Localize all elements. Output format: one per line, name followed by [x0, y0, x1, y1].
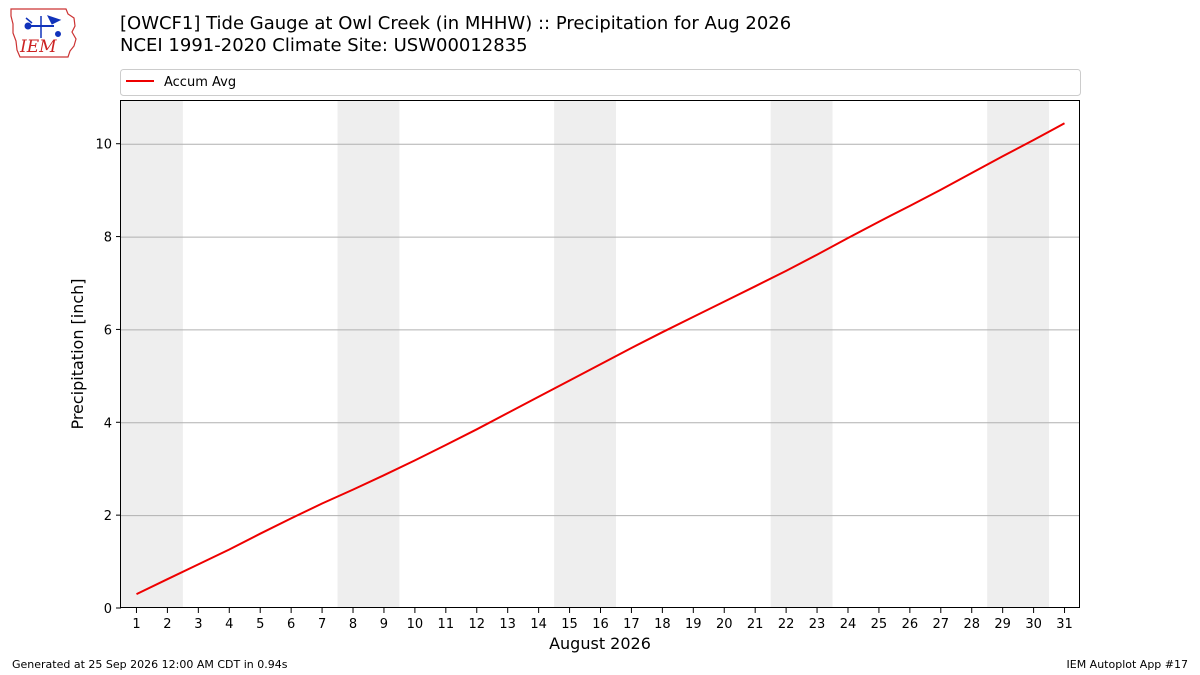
- chart-title: [OWCF1] Tide Gauge at Owl Creek (in MHHW…: [120, 13, 791, 57]
- y-tick-label: 6: [104, 323, 112, 338]
- y-tick-label: 0: [104, 602, 112, 617]
- y-tick-label: 8: [104, 231, 112, 246]
- chart-title-line1: [OWCF1] Tide Gauge at Owl Creek (in MHHW…: [120, 13, 792, 34]
- x-tick-label: 19: [685, 617, 702, 632]
- x-tick-label: 7: [318, 617, 326, 632]
- x-tick-label: 5: [256, 617, 264, 632]
- x-tick-label: 29: [994, 617, 1011, 632]
- logo-text: IEM: [19, 37, 57, 57]
- x-tick-label: 4: [225, 617, 233, 632]
- iem-logo: IEM: [10, 8, 77, 58]
- weekend-band-4: [770, 101, 833, 608]
- iowa-outline-icon: [10, 8, 77, 58]
- y-tick-label: 2: [104, 509, 112, 524]
- x-tick-label: 26: [902, 617, 919, 632]
- x-tick-label: 9: [380, 617, 388, 632]
- app-credit: IEM Autoplot App #17: [1066, 658, 1189, 671]
- x-tick-label: 13: [499, 617, 516, 632]
- y-tick-label: 4: [104, 416, 112, 431]
- y-tick-label: 10: [95, 138, 112, 153]
- weather-station-icon: [24, 15, 62, 38]
- x-tick-label: 15: [561, 617, 578, 632]
- x-tick-label: 2: [163, 617, 171, 632]
- plot-frame: [120, 100, 1080, 608]
- x-tick-label: 30: [1025, 617, 1042, 632]
- weekend-band-5: [987, 101, 1050, 608]
- weekend-band-1: [121, 101, 183, 608]
- legend: Accum Avg: [120, 69, 1081, 96]
- x-tick-label: 12: [468, 617, 485, 632]
- x-tick-label: 10: [407, 617, 424, 632]
- x-tick-label: 14: [530, 617, 547, 632]
- x-tick-label: 1: [132, 617, 140, 632]
- x-axis-label: August 2026: [549, 634, 651, 653]
- x-tick-label: 6: [287, 617, 295, 632]
- series-line-accum-avg: [136, 122, 1065, 596]
- x-tick-label: 31: [1056, 617, 1073, 632]
- y-axis-label: Precipitation [inch]: [68, 278, 87, 429]
- generated-timestamp: Generated at 25 Sep 2026 12:00 AM CDT in…: [12, 658, 288, 671]
- x-tick-label: 24: [840, 617, 857, 632]
- x-tick-label: 25: [871, 617, 888, 632]
- legend-label-accum-avg: Accum Avg: [164, 75, 236, 90]
- weekend-band-2: [337, 101, 400, 608]
- x-tick-label: 27: [933, 617, 950, 632]
- x-tick-label: 17: [623, 617, 640, 632]
- legend-box: [120, 69, 1081, 96]
- x-tick-label: 16: [592, 617, 609, 632]
- chart-subtitle: NCEI 1991-2020 Climate Site: USW00012835: [120, 35, 528, 56]
- x-tick-label: 8: [349, 617, 357, 632]
- weekend-band-3: [554, 101, 616, 608]
- x-tick-label: 18: [654, 617, 671, 632]
- x-tick-label: 21: [747, 617, 764, 632]
- x-tick-label: 28: [963, 617, 980, 632]
- x-tick-label: 23: [809, 617, 826, 632]
- x-tick-label: 3: [194, 617, 202, 632]
- x-tick-label: 20: [716, 617, 733, 632]
- x-tick-label: 22: [778, 617, 795, 632]
- x-tick-label: 11: [438, 617, 455, 632]
